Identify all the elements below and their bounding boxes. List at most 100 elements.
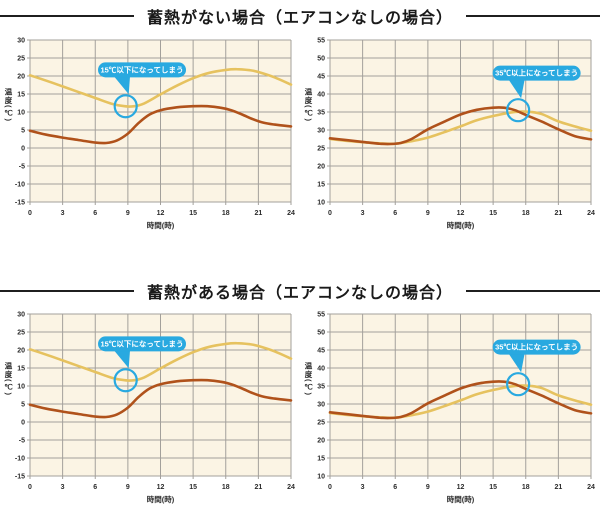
svg-text:21: 21 <box>554 210 562 217</box>
svg-text:12: 12 <box>457 484 465 491</box>
x-axis-label: 時間(時) <box>147 220 175 230</box>
axis-ticks: 0 3 6 9 12 15 18 21 24 30 25 20 15 10 5 0 -5 -10 -15 <box>15 38 295 218</box>
svg-text:3: 3 <box>61 484 65 491</box>
series-brown-line <box>328 380 593 420</box>
svg-text:6: 6 <box>393 210 397 217</box>
x-axis-label: 時間(時) <box>147 494 175 504</box>
svg-text:40: 40 <box>317 92 325 99</box>
series-brown-line <box>28 104 293 145</box>
svg-text:25: 25 <box>17 330 25 337</box>
svg-text:15: 15 <box>189 210 197 217</box>
svg-text:20: 20 <box>17 74 25 81</box>
svg-text:18: 18 <box>522 484 530 491</box>
svg-text:0: 0 <box>21 420 25 427</box>
chart-no-storage-right: 温度(℃) 0 3 6 9 12 15 18 21 24 55 50 45 40 35 30 25 20 15 10… <box>300 32 600 232</box>
svg-text:20: 20 <box>317 164 325 171</box>
svg-text:9: 9 <box>126 210 130 217</box>
highlight-circle <box>506 372 531 397</box>
section-title: 蓄熱がある場合（エアコンなしの場合） <box>147 285 454 302</box>
svg-text:12: 12 <box>157 484 165 491</box>
svg-text:21: 21 <box>554 484 562 491</box>
y-axis-label: 温度(℃) <box>4 88 13 122</box>
section-title-row: 蓄熱がない場合（エアコンなしの場合） <box>0 0 600 32</box>
svg-text:9: 9 <box>126 484 130 491</box>
charts-row: 温度(℃) 0 3 6 9 12 15 18 21 24 30 25 20 15 10 5 0 -5 -10 -15… <box>0 32 600 232</box>
callout-bubble <box>98 62 187 78</box>
svg-text:0: 0 <box>328 210 332 217</box>
svg-text:3: 3 <box>61 210 65 217</box>
title-rule-right <box>466 290 600 292</box>
highlight-circle <box>113 94 138 119</box>
callout-label: 35℃以上になってしまう <box>495 342 578 352</box>
svg-text:15: 15 <box>489 484 497 491</box>
svg-text:10: 10 <box>317 200 325 207</box>
svg-text:12: 12 <box>457 210 465 217</box>
section-title: 蓄熱がない場合（エアコンなしの場合） <box>147 10 454 27</box>
svg-text:-10: -10 <box>15 182 25 189</box>
axis-ticks: 0 3 6 9 12 15 18 21 24 55 50 45 40 35 30 25 20 15 10 <box>317 38 595 218</box>
svg-text:-15: -15 <box>15 474 25 481</box>
svg-text:24: 24 <box>287 484 295 491</box>
svg-text:50: 50 <box>317 56 325 63</box>
svg-text:21: 21 <box>254 484 262 491</box>
callout-bubble <box>98 336 187 352</box>
y-axis-label: 温度(℃) <box>4 362 13 396</box>
svg-text:30: 30 <box>17 38 25 45</box>
svg-text:30: 30 <box>17 312 25 319</box>
svg-text:9: 9 <box>426 210 430 217</box>
svg-text:45: 45 <box>317 348 325 355</box>
svg-text:15: 15 <box>489 210 497 217</box>
svg-text:15: 15 <box>317 182 325 189</box>
svg-text:9: 9 <box>426 484 430 491</box>
series-yellow-line <box>28 341 293 382</box>
chart-with-storage-left: 温度(℃) 0 3 6 9 12 15 18 21 24 30 25 20 15 10 5 0 -5 -10 -15… <box>0 306 300 506</box>
charts-row: 温度(℃) 0 3 6 9 12 15 18 21 24 30 25 20 15 10 5 0 -5 -10 -15… <box>0 306 600 506</box>
svg-text:35: 35 <box>317 384 325 391</box>
highlight-circle <box>506 98 531 123</box>
svg-text:0: 0 <box>28 210 32 217</box>
chart-canvas: 0 3 6 9 12 15 18 21 24 30 25 20 15 10 5 0 -5 -10 -15 時間(時) 1… <box>15 312 295 505</box>
svg-text:10: 10 <box>17 384 25 391</box>
callout-tail <box>508 353 525 373</box>
title-rule-left <box>0 290 134 292</box>
svg-text:24: 24 <box>587 210 595 217</box>
svg-text:0: 0 <box>21 146 25 153</box>
chart-no-storage-left: 温度(℃) 0 3 6 9 12 15 18 21 24 30 25 20 15 10 5 0 -5 -10 -15… <box>0 32 300 232</box>
svg-text:0: 0 <box>28 484 32 491</box>
svg-text:0: 0 <box>328 484 332 491</box>
svg-text:30: 30 <box>317 402 325 409</box>
svg-text:-5: -5 <box>19 438 25 445</box>
svg-text:21: 21 <box>254 210 262 217</box>
callout-tail <box>114 350 131 369</box>
svg-text:15: 15 <box>317 456 325 463</box>
svg-text:25: 25 <box>317 146 325 153</box>
svg-text:5: 5 <box>21 128 25 135</box>
callout-bubble <box>492 65 581 81</box>
svg-text:10: 10 <box>17 110 25 117</box>
series-brown-line <box>328 106 593 146</box>
svg-text:24: 24 <box>287 210 295 217</box>
svg-text:15: 15 <box>189 484 197 491</box>
section-title-row: 蓄熱がある場合（エアコンなしの場合） <box>0 276 600 306</box>
section-with-storage: 蓄熱がある場合（エアコンなしの場合） 温度(℃) 0 3 6 9 12 15 18 21 24 3… <box>0 276 600 506</box>
svg-text:3: 3 <box>361 210 365 217</box>
svg-text:18: 18 <box>222 210 230 217</box>
chart-canvas: 0 3 6 9 12 15 18 21 24 30 25 20 15 10 5 0 -5 -10 -15 時間(時) 1… <box>15 38 295 231</box>
grid <box>327 313 592 479</box>
svg-text:40: 40 <box>317 366 325 373</box>
svg-text:35: 35 <box>317 110 325 117</box>
y-axis-label: 温度(℃) <box>304 362 313 396</box>
svg-text:20: 20 <box>317 438 325 445</box>
svg-text:5: 5 <box>21 402 25 409</box>
svg-text:10: 10 <box>317 474 325 481</box>
svg-text:25: 25 <box>17 56 25 63</box>
svg-text:25: 25 <box>317 420 325 427</box>
svg-text:20: 20 <box>17 348 25 355</box>
callout-label: 35℃以上になってしまう <box>495 68 578 78</box>
svg-text:24: 24 <box>587 484 595 491</box>
chart-canvas: 0 3 6 9 12 15 18 21 24 55 50 45 40 35 30 25 20 15 10 時間(時) 3… <box>317 38 595 231</box>
callout-bubble <box>492 339 581 355</box>
svg-text:3: 3 <box>361 484 365 491</box>
svg-text:6: 6 <box>93 210 97 217</box>
callout-tail <box>114 76 131 95</box>
